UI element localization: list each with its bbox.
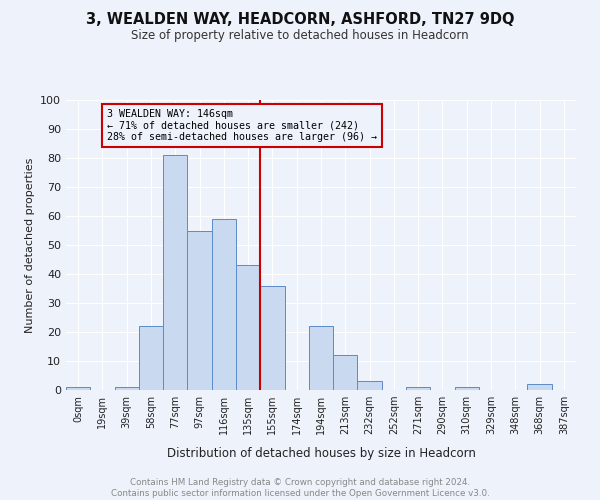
Bar: [139, 326, 163, 390]
Bar: [527, 384, 552, 390]
Text: 3 WEALDEN WAY: 146sqm
← 71% of detached houses are smaller (242)
28% of semi-det: 3 WEALDEN WAY: 146sqm ← 71% of detached …: [107, 108, 377, 142]
Text: Contains HM Land Registry data © Crown copyright and database right 2024.
Contai: Contains HM Land Registry data © Crown c…: [110, 478, 490, 498]
Bar: [66, 387, 90, 390]
Text: 3, WEALDEN WAY, HEADCORN, ASHFORD, TN27 9DQ: 3, WEALDEN WAY, HEADCORN, ASHFORD, TN27 …: [86, 12, 514, 28]
Text: Size of property relative to detached houses in Headcorn: Size of property relative to detached ho…: [131, 29, 469, 42]
Bar: [187, 230, 212, 390]
Bar: [455, 387, 479, 390]
Y-axis label: Number of detached properties: Number of detached properties: [25, 158, 35, 332]
Bar: [406, 387, 430, 390]
Bar: [333, 355, 358, 390]
Bar: [236, 266, 260, 390]
Bar: [163, 155, 187, 390]
Bar: [260, 286, 284, 390]
Bar: [115, 387, 139, 390]
Bar: [309, 326, 333, 390]
Text: Distribution of detached houses by size in Headcorn: Distribution of detached houses by size …: [167, 448, 475, 460]
Bar: [212, 219, 236, 390]
Bar: [358, 382, 382, 390]
